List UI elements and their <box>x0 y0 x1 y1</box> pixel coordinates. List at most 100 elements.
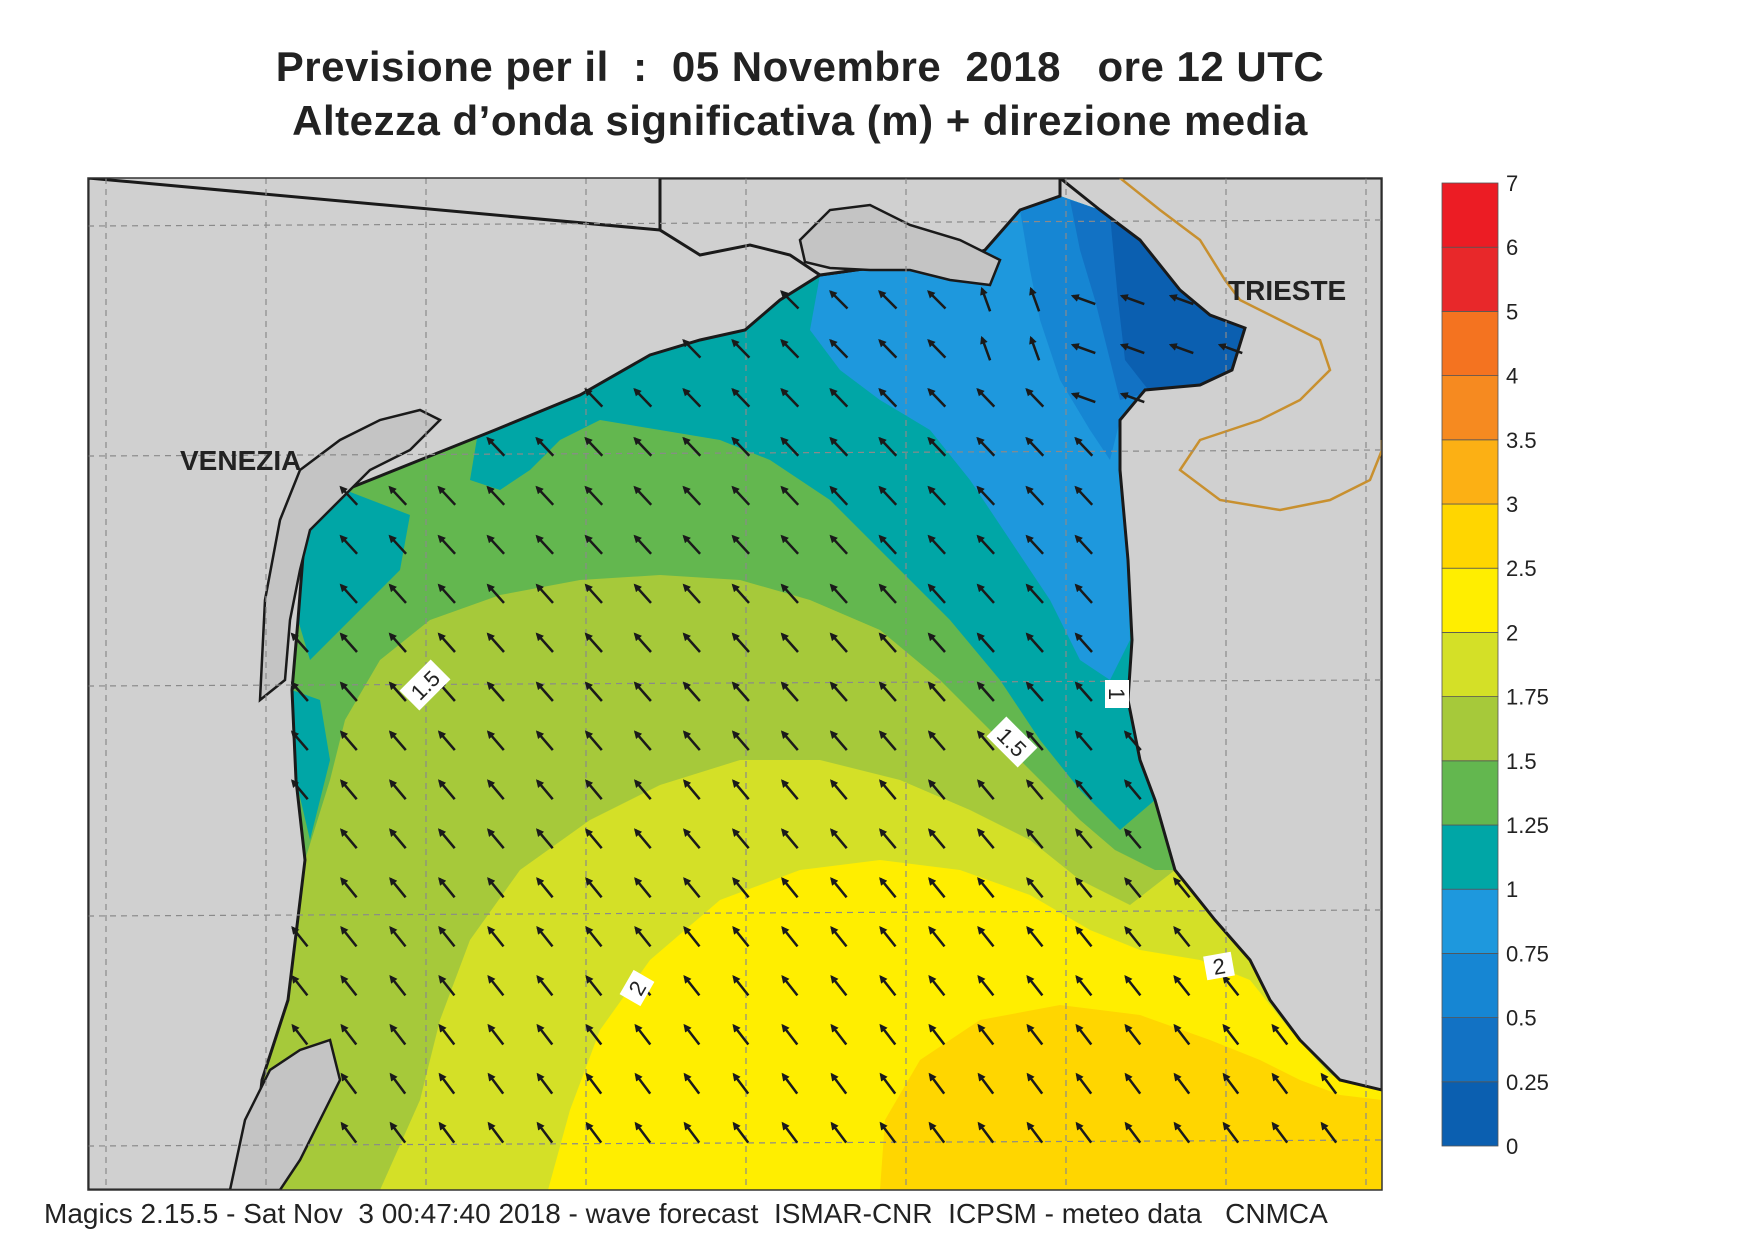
national-border <box>1119 178 1382 512</box>
direction-arrow <box>780 632 799 653</box>
direction-arrow <box>977 779 995 801</box>
direction-arrow <box>536 975 554 997</box>
direction-arrow <box>389 1121 407 1144</box>
direction-arrow <box>1173 1121 1191 1144</box>
colorbar-label: 2 <box>1506 620 1518 645</box>
direction-arrow <box>536 828 554 850</box>
direction-arrow <box>536 779 554 801</box>
direction-arrow <box>584 387 604 408</box>
direction-arrow <box>437 583 456 604</box>
direction-arrow <box>1173 975 1191 997</box>
direction-arrow <box>780 436 800 457</box>
direction-arrow <box>682 387 702 408</box>
direction-arrow <box>1025 387 1045 408</box>
direction-arrow <box>683 779 701 801</box>
direction-arrow <box>486 632 505 653</box>
direction-arrow <box>340 779 358 801</box>
direction-arrow <box>878 436 898 457</box>
direction-arrow <box>1124 1121 1142 1144</box>
direction-arrow <box>977 1121 995 1144</box>
direction-arrow <box>535 485 555 506</box>
direction-arrow <box>1124 779 1142 801</box>
direction-arrow <box>878 387 898 408</box>
direction-arrow <box>927 730 946 751</box>
direction-arrow <box>977 926 995 948</box>
direction-arrow <box>535 534 555 555</box>
direction-arrow <box>291 926 309 948</box>
direction-arrow <box>682 583 701 604</box>
direction-arrow <box>878 338 898 359</box>
direction-arrow <box>486 681 505 702</box>
direction-arrow <box>585 779 603 801</box>
direction-arrow <box>731 632 750 653</box>
direction-arrow <box>829 681 848 702</box>
direction-arrow <box>1026 877 1044 899</box>
direction-arrow <box>829 583 848 604</box>
colorbar-label: 7 <box>1506 171 1518 196</box>
direction-arrow <box>634 877 652 899</box>
direction-arrow <box>977 877 995 899</box>
direction-arrow <box>438 1023 456 1046</box>
direction-arrow <box>879 1072 897 1095</box>
direction-arrow <box>732 1072 750 1095</box>
direction-arrow <box>535 583 554 604</box>
direction-arrow <box>389 877 407 899</box>
direction-arrow <box>634 779 652 801</box>
colorbar-label: 2.5 <box>1506 556 1537 581</box>
direction-arrow <box>585 1121 603 1144</box>
direction-arrow <box>878 534 898 555</box>
footer-credits: Magics 2.15.5 - Sat Nov 3 00:47:40 2018 … <box>44 1198 1328 1229</box>
direction-arrow <box>633 681 652 702</box>
direction-arrow <box>1320 1121 1338 1144</box>
direction-arrow <box>584 485 604 506</box>
direction-arrow <box>1075 975 1093 997</box>
direction-arrow <box>1124 877 1142 899</box>
colorbar-box <box>1441 503 1499 569</box>
direction-arrow <box>780 290 800 310</box>
direction-arrow <box>388 485 408 506</box>
direction-arrow <box>1075 877 1093 899</box>
direction-arrow <box>830 1023 848 1046</box>
direction-arrow <box>927 485 947 506</box>
direction-arrow <box>830 926 848 948</box>
colorbar-label: 3 <box>1506 492 1518 517</box>
direction-arrow <box>780 583 799 604</box>
direction-arrow <box>1070 392 1096 404</box>
direction-arrow <box>781 975 799 997</box>
direction-arrow <box>487 926 505 948</box>
direction-arrow <box>830 828 848 850</box>
direction-arrow <box>291 975 309 997</box>
direction-arrow <box>1070 343 1096 355</box>
direction-arrow <box>634 1072 652 1095</box>
direction-arrow <box>732 779 750 801</box>
direction-arrow <box>585 926 603 948</box>
direction-arrow <box>535 681 554 702</box>
direction-arrow <box>536 1121 554 1144</box>
direction-arrow <box>1124 828 1142 850</box>
direction-arrow <box>976 730 995 751</box>
direction-arrow <box>927 632 946 653</box>
direction-arrow <box>830 1121 848 1144</box>
direction-arrow <box>1026 975 1044 997</box>
direction-arrow <box>634 828 652 850</box>
direction-arrow <box>487 1072 505 1095</box>
direction-arrow <box>535 632 554 653</box>
direction-arrow <box>928 1072 946 1095</box>
direction-arrow <box>1173 926 1191 948</box>
colorbar-label: 0.75 <box>1506 941 1549 966</box>
direction-arrow <box>781 926 799 948</box>
direction-arrow <box>1029 286 1041 312</box>
direction-arrow <box>879 877 897 899</box>
direction-arrow <box>290 730 309 751</box>
direction-arrow <box>438 926 456 948</box>
direction-arrow <box>976 583 995 604</box>
direction-arrow <box>829 485 849 506</box>
direction-arrow <box>682 436 702 457</box>
direction-arrow <box>584 534 604 555</box>
direction-arrow <box>340 975 358 997</box>
direction-arrow <box>781 1023 799 1046</box>
direction-arrow <box>536 1072 554 1095</box>
direction-arrow <box>731 681 750 702</box>
direction-arrow <box>1075 828 1093 850</box>
direction-arrow <box>487 1023 505 1046</box>
